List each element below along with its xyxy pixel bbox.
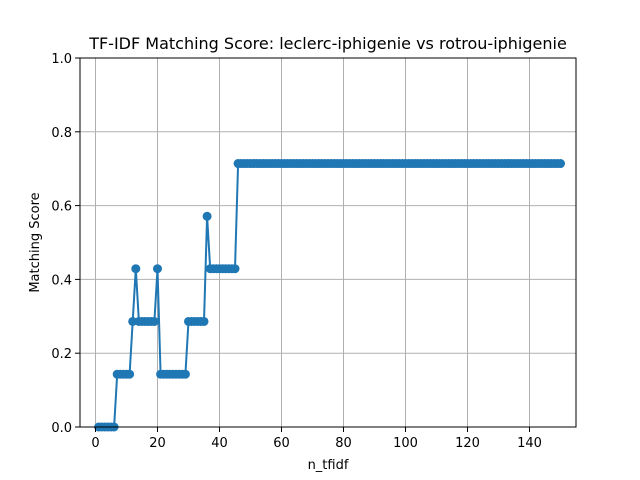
x-tick-label: 80 (335, 436, 352, 451)
data-point-marker (202, 211, 212, 221)
x-tick-label: 140 (517, 436, 542, 451)
data-point-marker (128, 316, 138, 326)
y-tick-label: 1.0 (51, 52, 72, 67)
chart-title: TF-IDF Matching Score: leclerc-iphigenie… (88, 34, 567, 53)
y-tick-label: 0.0 (51, 421, 72, 436)
x-tick-label: 120 (455, 436, 480, 451)
x-tick-label: 20 (149, 436, 166, 451)
plot-area-frame (79, 57, 577, 428)
y-tick-label: 0.8 (51, 126, 72, 141)
axis-ticks: 0 20 40 60 80 100 120 140 0.0 0.2 0.4 0.6 0.8 1.0 (51, 52, 542, 451)
x-tick-label: 100 (393, 436, 418, 451)
data-point-marker (153, 264, 162, 274)
data-point-marker (131, 264, 141, 274)
x-tick-label: 40 (211, 436, 228, 451)
data-point-marker (556, 159, 565, 169)
data-point-marker (199, 316, 209, 326)
data-point-marker (125, 369, 135, 379)
x-tick-label: 0 (91, 436, 99, 451)
y-tick-label: 0.4 (51, 273, 72, 288)
data-point-marker (180, 369, 190, 379)
y-tick-label: 0.6 (51, 200, 72, 215)
y-axis-label: Matching Score (28, 192, 43, 292)
data-point-marker (149, 316, 159, 326)
data-point-marker (230, 264, 240, 274)
data-series (94, 159, 565, 432)
x-axis-label: n_tfidf (308, 458, 349, 473)
y-tick-label: 0.2 (51, 347, 72, 362)
x-tick-label: 60 (273, 436, 290, 451)
